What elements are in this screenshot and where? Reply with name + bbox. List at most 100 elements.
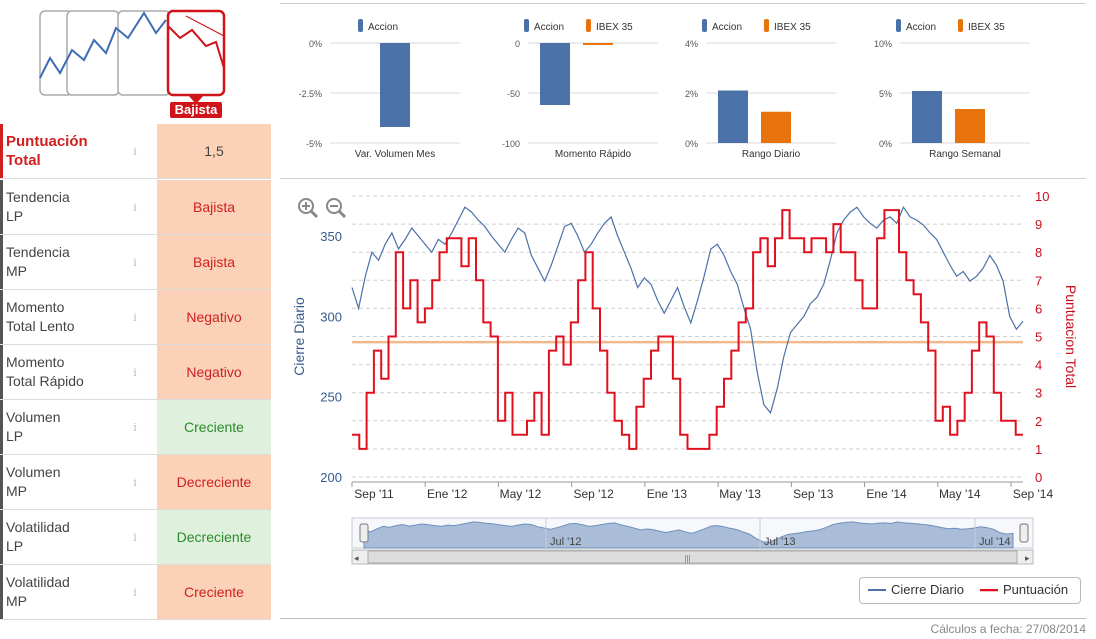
x-tick-label: May '13 — [719, 487, 761, 501]
indicator-label: Volatilidad MP — [0, 565, 128, 619]
indicator-value: Creciente — [157, 565, 271, 619]
mini-chart-3: Accion IBEX 35 4% 2% 0% Rango Diario — [685, 19, 836, 160]
y2-tick-label: 6 — [1035, 301, 1042, 316]
y2-tick-label: 5 — [1035, 330, 1042, 345]
y2-tick-label: 10 — [1035, 189, 1049, 204]
indicator-row: Volatilidad MP i Creciente — [0, 565, 271, 620]
y-tick-label: 300 — [320, 309, 342, 324]
info-icon[interactable]: i — [133, 255, 137, 269]
x-tick-label: Sep '13 — [793, 487, 834, 501]
y-tick-label: 350 — [320, 229, 342, 244]
trend-line-red — [167, 25, 225, 69]
y2-tick-label: 1 — [1035, 442, 1042, 457]
mini-bar-charts: Accion 0% -2.5% -5% Var. Volumen Mes Accion IB… — [298, 19, 1030, 160]
bar-accion — [912, 91, 942, 143]
y2-tick-label: 3 — [1035, 386, 1042, 401]
indicator-label: Volumen MP — [0, 455, 128, 509]
info-icon[interactable]: i — [133, 310, 137, 324]
mini-tick-label: 5% — [879, 89, 892, 99]
trend-line-blue — [39, 11, 167, 79]
indicator-row: Tendencia MP i Bajista — [0, 235, 271, 290]
mini-tick-label: 2% — [685, 89, 698, 99]
legend-swatch — [896, 19, 901, 32]
mini-tick-label: -50 — [507, 89, 520, 99]
series-puntuacion — [352, 209, 1023, 450]
info-icon[interactable]: i — [133, 144, 137, 158]
mini-legend-label: IBEX 35 — [774, 22, 811, 33]
legend-swatch — [702, 19, 707, 32]
navigator-handle-right — [1019, 523, 1029, 543]
legend-swatch — [958, 19, 963, 32]
trend-selector — [39, 9, 226, 118]
indicator-row: Momento Total Rápido i Negativo — [0, 345, 271, 400]
mini-tick-label: -5% — [306, 139, 322, 149]
selected-marker-icon — [188, 95, 204, 104]
mini-legend-label: Accion — [712, 22, 742, 33]
indicator-row: Momento Total Lento i Negativo — [0, 290, 271, 345]
indicator-label: Puntuación Total — [0, 124, 128, 178]
y2-tick-label: 2 — [1035, 414, 1042, 429]
info-icon[interactable]: i — [133, 585, 137, 599]
navigator-series — [363, 521, 1014, 549]
zoom-out-icon[interactable] — [325, 197, 347, 219]
legend-price-label[interactable]: Cierre Diario — [891, 582, 964, 597]
mini-tick-label: 10% — [874, 39, 892, 49]
series-cierre-diario — [351, 205, 1024, 415]
info-icon[interactable]: i — [133, 365, 137, 379]
y2-tick-label: 9 — [1035, 217, 1042, 232]
legend-swatch — [358, 19, 363, 32]
info-icon[interactable]: i — [133, 420, 137, 434]
scroll-left-icon: ◂ — [354, 553, 359, 563]
indicator-value: Negativo — [157, 290, 271, 344]
indicator-row: Puntuación Total i 1,5 — [0, 124, 271, 179]
legend-swatch — [586, 19, 591, 32]
scroll-right-icon: ▸ — [1025, 553, 1030, 563]
bar-accion — [380, 43, 410, 127]
navigator-tick-label: Jul '12 — [550, 536, 581, 548]
x-tick-label: Sep '14 — [1013, 487, 1054, 501]
x-tick-label: Sep '11 — [354, 487, 394, 501]
indicator-value: Decreciente — [157, 510, 271, 564]
indicator-value: Decreciente — [157, 455, 271, 509]
mini-tick-label: 0 — [515, 39, 520, 49]
mini-legend-label: Accion — [906, 22, 936, 33]
legend-swatch — [524, 19, 529, 32]
navigator-handle-left — [359, 523, 369, 543]
calc-date: Cálculos a fecha: 27/08/2014 — [930, 622, 1086, 636]
zoom-in-icon[interactable] — [297, 197, 319, 219]
mini-chart-2: Accion IBEX 35 0 -50 -100 Momento Rápido — [502, 19, 658, 160]
bar-ibex-35 — [955, 109, 985, 143]
indicator-label: Momento Total Rápido — [0, 345, 128, 399]
x-tick-label: May '14 — [939, 487, 981, 501]
bar-ibex-35 — [583, 43, 613, 45]
indicator-label: Tendencia MP — [0, 235, 128, 289]
indicator-label: Momento Total Lento — [0, 290, 128, 344]
indicator-label: Tendencia LP — [0, 180, 128, 234]
indicator-value: Bajista — [157, 235, 271, 289]
info-icon[interactable]: i — [133, 530, 137, 544]
info-icon[interactable]: i — [133, 200, 137, 214]
x-tick-label: May '12 — [500, 487, 542, 501]
bar-accion — [540, 43, 570, 105]
mini-chart-title: Rango Diario — [742, 149, 801, 160]
legend-score-label[interactable]: Puntuación — [1003, 582, 1069, 597]
info-icon[interactable]: i — [133, 475, 137, 489]
mini-tick-label: 0% — [879, 139, 892, 149]
indicator-row: Volumen LP i Creciente — [0, 400, 271, 455]
indicator-value: Creciente — [157, 400, 271, 454]
y2-axis-label: Puntuacion Total — [1063, 285, 1079, 388]
legend-price-swatch — [868, 589, 886, 591]
trend-selected-label: Bajista — [174, 102, 218, 117]
indicator-row: Tendencia LP i Bajista — [0, 180, 271, 235]
indicator-value: 1,5 — [157, 124, 271, 178]
mini-chart-1: Accion 0% -2.5% -5% Var. Volumen Mes — [298, 19, 460, 160]
bar-accion — [718, 90, 748, 143]
y-tick-label: 250 — [320, 390, 342, 405]
chart-legend: Cierre Diario Puntuación — [859, 577, 1081, 604]
y2-tick-label: 7 — [1035, 273, 1042, 288]
indicator-value: Bajista — [157, 180, 271, 234]
x-tick-label: Sep '12 — [574, 487, 615, 501]
indicator-row: Volatilidad LP i Decreciente — [0, 510, 271, 565]
mini-tick-label: -2.5% — [298, 89, 322, 99]
trend-box-selected — [166, 9, 226, 97]
